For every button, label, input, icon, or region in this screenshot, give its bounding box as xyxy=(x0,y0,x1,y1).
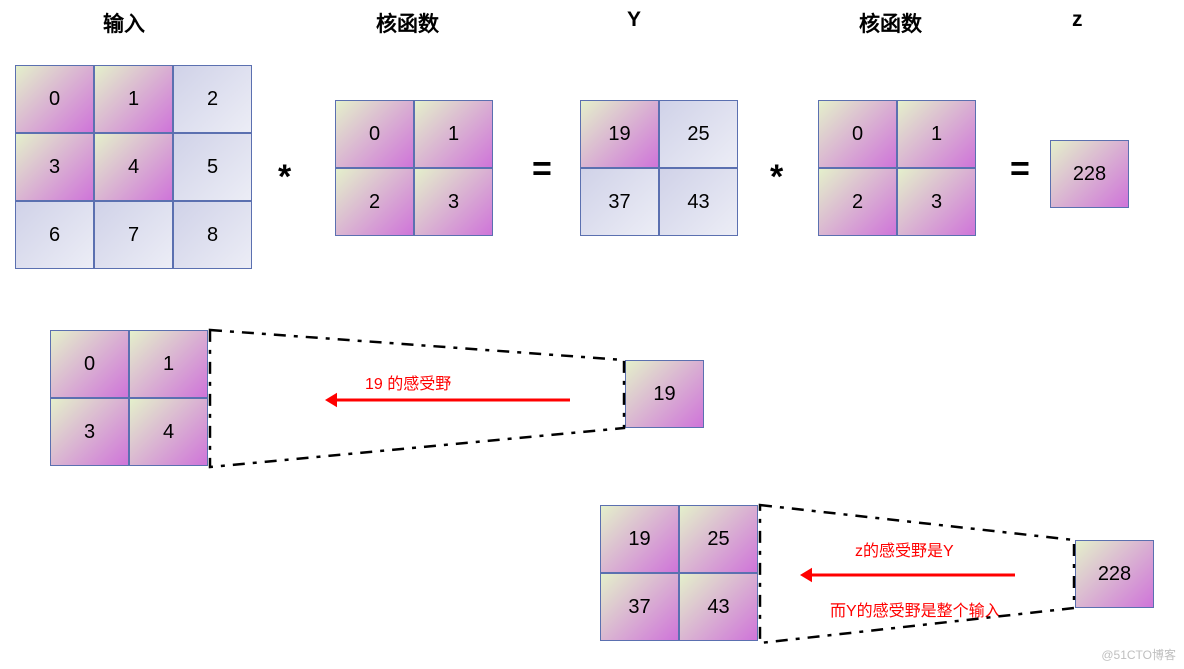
grid-input-cell: 8 xyxy=(173,201,252,269)
header-input: 输入 xyxy=(103,8,145,38)
grid-input-cell: 3 xyxy=(15,133,94,201)
grid-cell228-cell: 228 xyxy=(1075,540,1154,608)
grid-kernel2-cell: 3 xyxy=(897,168,976,236)
header-z: z xyxy=(1072,8,1083,32)
grid-patchB-cell: 25 xyxy=(679,505,758,573)
grid-Y-cell: 37 xyxy=(580,168,659,236)
operator-eq1: = xyxy=(532,150,552,189)
operator-eq2: = xyxy=(1010,150,1030,189)
grid-input-cell: 0 xyxy=(15,65,94,133)
annotation-rfz-1: z的感受野是Y xyxy=(855,537,954,561)
dashed-trap-b xyxy=(760,505,1074,643)
grid-kernel2-cell: 1 xyxy=(897,100,976,168)
grid-cell19-cell: 19 xyxy=(625,360,704,428)
grid-patchB-cell: 43 xyxy=(679,573,758,641)
operator-star1: * xyxy=(278,158,291,197)
grid-Y-cell: 43 xyxy=(659,168,738,236)
grid-input-cell: 6 xyxy=(15,201,94,269)
grid-Y-cell: 19 xyxy=(580,100,659,168)
grid-patchB-cell: 37 xyxy=(600,573,679,641)
grid-Y-cell: 25 xyxy=(659,100,738,168)
grid-patchA-cell: 0 xyxy=(50,330,129,398)
arrow1-group xyxy=(325,393,570,407)
grid-kernel2-cell: 2 xyxy=(818,168,897,236)
arrow2-group xyxy=(800,568,1015,582)
grid-patchA-cell: 4 xyxy=(129,398,208,466)
annotation-rf19: 19 的感受野 xyxy=(365,370,451,394)
grid-input-cell: 2 xyxy=(173,65,252,133)
grid-kernel1-cell: 3 xyxy=(414,168,493,236)
grid-input-cell: 7 xyxy=(94,201,173,269)
grid-kernel1-cell: 0 xyxy=(335,100,414,168)
grid-z-cell: 228 xyxy=(1050,140,1129,208)
dashed-trap-a xyxy=(210,330,624,467)
grid-patchA-cell: 3 xyxy=(50,398,129,466)
watermark: @51CTO博客 xyxy=(1101,646,1176,663)
grid-kernel1-cell: 2 xyxy=(335,168,414,236)
grid-kernel2-cell: 0 xyxy=(818,100,897,168)
header-kernel1: 核函数 xyxy=(376,8,439,38)
header-kernel2: 核函数 xyxy=(859,8,922,38)
grid-input-cell: 1 xyxy=(94,65,173,133)
annotation-rfz-2: 而Y的感受野是整个输入 xyxy=(830,597,1001,621)
grid-input-cell: 4 xyxy=(94,133,173,201)
grid-patchB-cell: 19 xyxy=(600,505,679,573)
operator-star2: * xyxy=(770,158,783,197)
header-Y: Y xyxy=(627,8,641,32)
grid-patchA-cell: 1 xyxy=(129,330,208,398)
grid-input-cell: 5 xyxy=(173,133,252,201)
grid-kernel1-cell: 1 xyxy=(414,100,493,168)
